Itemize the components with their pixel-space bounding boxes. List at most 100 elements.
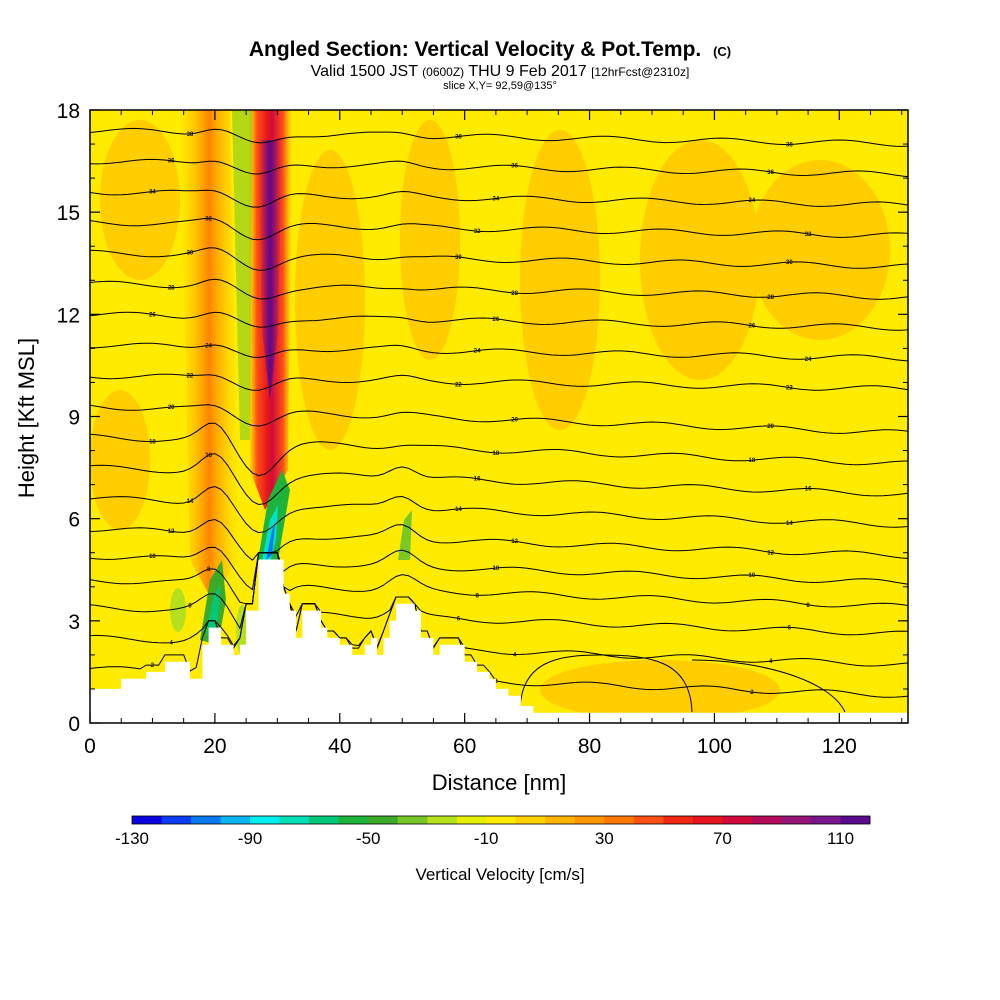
theta-contour-label: 24 (805, 357, 812, 363)
theta-contour-line (90, 422, 908, 477)
theta-contour-line (90, 311, 908, 331)
y-tick-label: 12 (57, 304, 80, 327)
left-plume (180, 110, 238, 600)
colorbar-swatch (397, 816, 428, 824)
colorbar-swatch (751, 816, 782, 824)
downdraft-inner (266, 525, 275, 560)
colorbar-swatch (663, 816, 694, 824)
colorbar-swatch (722, 816, 753, 824)
colorbar-swatch (781, 816, 812, 824)
downdraft-core (262, 505, 278, 570)
theta-contour-label: 4 (170, 641, 174, 647)
theta-contour-label: 18 (749, 458, 756, 464)
theta-contour-label: 14 (187, 499, 194, 505)
colorbar-tick-label: 70 (713, 829, 732, 848)
x-tick-label: 20 (203, 735, 226, 758)
y-tick-label: 15 (57, 202, 80, 225)
theta-contour-line (90, 546, 908, 591)
theta-contour-label: 34 (149, 189, 156, 195)
theta-contour-line (90, 552, 908, 667)
y-tick-label: 3 (68, 611, 80, 634)
theta-contour-label: 2 (750, 690, 754, 696)
theta-contour-label: 22 (455, 382, 462, 388)
theta-contour-label: 20 (168, 405, 175, 411)
theta-contour-label: 14 (455, 507, 462, 513)
theta-contours: 2224446668881010101212121414141616161818… (90, 127, 908, 698)
colorbar-swatch (220, 816, 251, 824)
colorbar-swatch (633, 816, 664, 824)
updraft-patch (295, 150, 365, 450)
y-tick-label: 6 (68, 509, 80, 532)
theta-contour-line (90, 158, 908, 178)
theta-contour-line (90, 552, 908, 608)
x-tick-label: 0 (84, 735, 96, 758)
y-axis-label: Height [Kft MSL] (14, 338, 39, 498)
colorbar-tick-label: 30 (595, 829, 614, 848)
theta-contour-label: 8 (806, 603, 810, 609)
theta-contour-label: 28 (767, 295, 774, 301)
theta-contour-line (90, 373, 908, 391)
theta-contour-line (90, 552, 908, 698)
colorbar-swatch (309, 816, 340, 824)
theta-contour-label: 28 (168, 286, 175, 292)
x-tick-label: 100 (697, 735, 732, 758)
theta-contour-line (90, 278, 908, 300)
theta-contour-label: 36 (168, 159, 175, 165)
theta-contour-label: 10 (749, 573, 756, 579)
theta-contour-line (90, 342, 908, 362)
colorbar-tick-label: -130 (115, 829, 149, 848)
theta-contour-label: 8 (475, 593, 479, 599)
colorbar-swatch (574, 816, 605, 824)
colorbar-swatch (692, 816, 723, 824)
colorbar-swatch (515, 816, 546, 824)
colorbar-swatch (604, 816, 635, 824)
theta-contour-label: 38 (187, 132, 194, 138)
theta-contour-label: 36 (511, 164, 518, 170)
x-tick-label: 80 (578, 735, 601, 758)
theta-contour-label: 12 (767, 550, 774, 556)
theta-contour-label: 10 (149, 554, 156, 560)
theta-contour-label: 18 (493, 451, 500, 457)
colorbar-swatch (427, 816, 458, 824)
theta-contour-label: 30 (187, 251, 194, 257)
y-tick-label: 18 (57, 100, 80, 123)
theta-contour-label: 16 (805, 486, 812, 492)
colorbar-frame (131, 815, 871, 825)
updraft-patch (90, 390, 150, 530)
theta-contour-line (90, 518, 908, 561)
colorbar-swatch (279, 816, 310, 824)
colorbar-label: Vertical Velocity [cm/s] (415, 865, 584, 884)
theta-contour-line (90, 247, 908, 271)
theta-contour-label: 16 (474, 477, 481, 483)
theta-contour-label: 36 (767, 170, 774, 176)
theta-contour-label: 30 (786, 260, 793, 266)
theta-contour-label: 12 (168, 529, 175, 535)
downdraft-patch (236, 605, 248, 655)
theta-contour-label: 32 (805, 232, 812, 238)
theta-contour-line (90, 189, 908, 208)
colorbar-swatch (191, 816, 221, 824)
theta-contour-line (90, 217, 908, 241)
colorbar-swatch (132, 816, 162, 824)
theta-contour-label: 10 (493, 566, 500, 572)
colorbar-ticks: -130 -90 -50 -10 30 70 110 (115, 829, 854, 848)
main-updraft-core (258, 140, 282, 400)
x-tick-label: 60 (453, 735, 476, 758)
x-tick-label: 120 (822, 735, 857, 758)
theta-contour-label: 38 (455, 135, 462, 141)
theta-contour-label: 6 (788, 625, 792, 631)
theta-contour-label: 24 (474, 349, 481, 355)
theta-contour-label: 20 (511, 418, 518, 424)
updraft-patch (540, 660, 780, 720)
theta-contour-label: 28 (511, 291, 518, 297)
x-axis: 0 20 40 60 80 100 120 (84, 110, 903, 758)
theta-contour-label: 16 (205, 453, 212, 459)
theta-contour-label: 22 (187, 373, 194, 379)
colorbar-swatch (486, 816, 517, 824)
updraft-patch (750, 160, 890, 340)
theta-contour-label: 14 (786, 521, 793, 527)
theta-contour-label: 18 (149, 440, 156, 446)
theta-contour-label: 8 (207, 567, 211, 573)
